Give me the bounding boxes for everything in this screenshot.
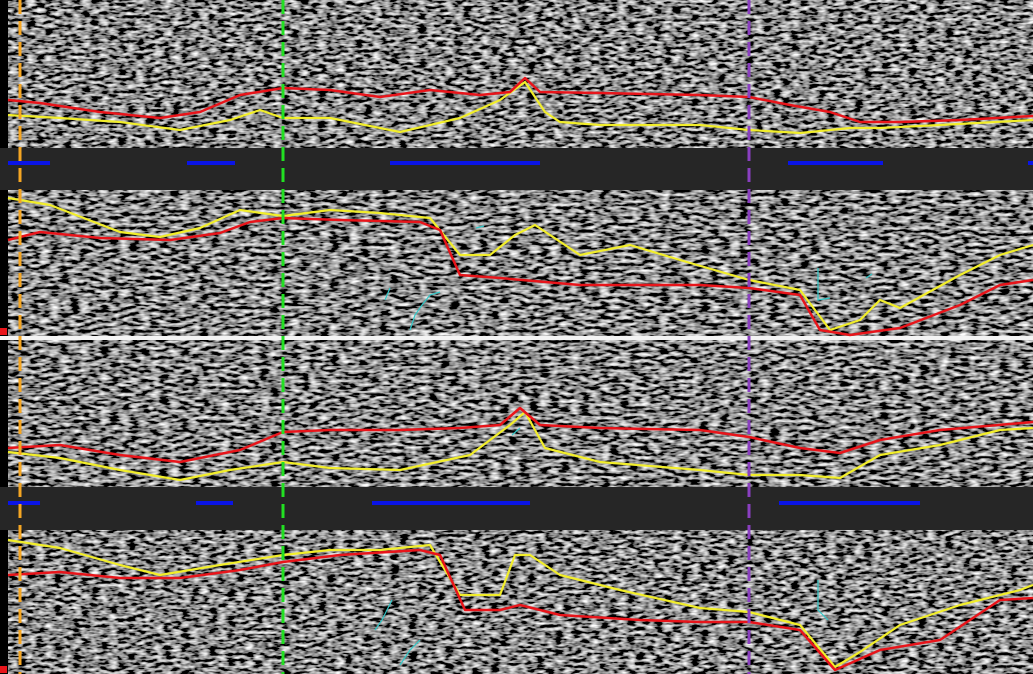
echogram-view bbox=[0, 0, 1033, 674]
divider bbox=[0, 336, 1033, 340]
strip-top bbox=[0, 148, 1033, 190]
corner-mark bbox=[0, 328, 7, 335]
panel-d bbox=[8, 530, 1033, 674]
panel-c bbox=[8, 340, 1033, 487]
corner-mark bbox=[0, 666, 7, 673]
strip-bottom bbox=[0, 487, 1033, 530]
panel-a bbox=[8, 0, 1033, 148]
panel-b bbox=[8, 190, 1033, 336]
